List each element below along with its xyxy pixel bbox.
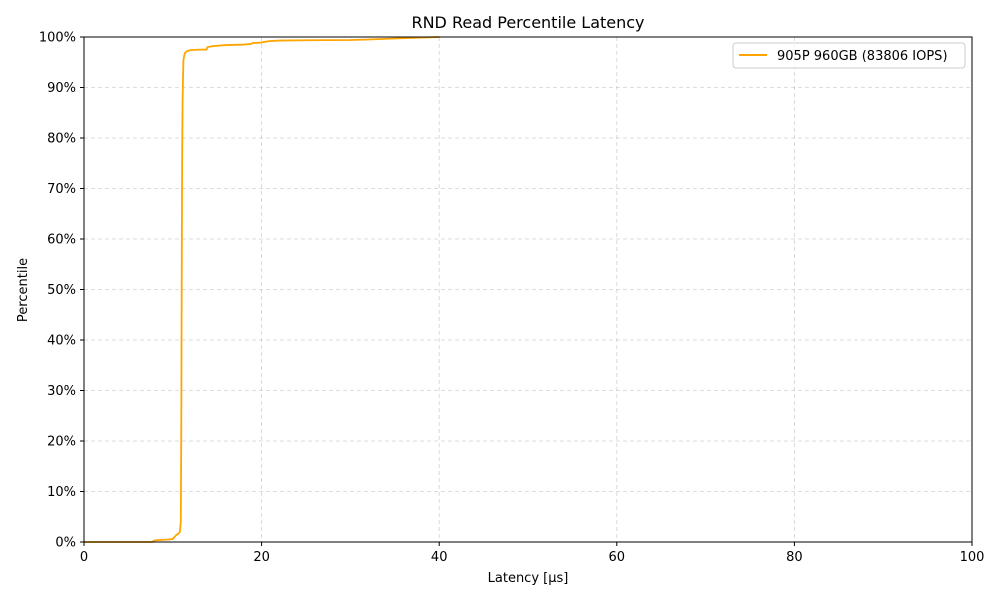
legend-box xyxy=(732,42,966,69)
chart-title: RND Read Percentile Latency xyxy=(411,13,644,32)
y-axis-ticks: 0% 10% 20% 30% 40% 50% 60% 70% 80% 90% 100% xyxy=(39,31,84,551)
x-tick-label-2: 40 xyxy=(431,550,448,565)
y-axis-title: Percentile xyxy=(16,258,31,322)
x-tick-label-3: 60 xyxy=(609,550,626,565)
legend: 905P 960GB (83806 IOPS) xyxy=(732,42,966,69)
y-tick-label-8: 80% xyxy=(47,132,76,147)
y-tick-label-4: 40% xyxy=(47,334,76,349)
x-tick-label-0: 0 xyxy=(80,550,88,565)
y-tick-label-6: 60% xyxy=(47,233,76,248)
y-tick-label-2: 20% xyxy=(47,435,76,450)
y-tick-label-1: 10% xyxy=(47,485,76,500)
y-tick-label-0: 0% xyxy=(55,536,76,551)
series-line-0 xyxy=(83,36,441,543)
y-tick-label-5: 50% xyxy=(47,283,76,298)
x-tick-label-1: 20 xyxy=(253,550,270,565)
x-tick-label-4: 80 xyxy=(786,550,803,565)
y-tick-label-3: 30% xyxy=(47,384,76,399)
y-tick-label-10: 100% xyxy=(39,31,76,46)
y-tick-label-7: 70% xyxy=(47,182,76,197)
y-tick-label-9: 90% xyxy=(47,81,76,96)
x-tick-label-5: 100 xyxy=(960,550,985,565)
x-axis-title: Latency [µs] xyxy=(488,571,569,586)
legend-label-905p: 905P 960GB (83806 IOPS) xyxy=(777,49,948,64)
x-axis-ticks: 0 20 40 60 80 100 xyxy=(80,542,985,565)
series-lines xyxy=(83,36,441,543)
